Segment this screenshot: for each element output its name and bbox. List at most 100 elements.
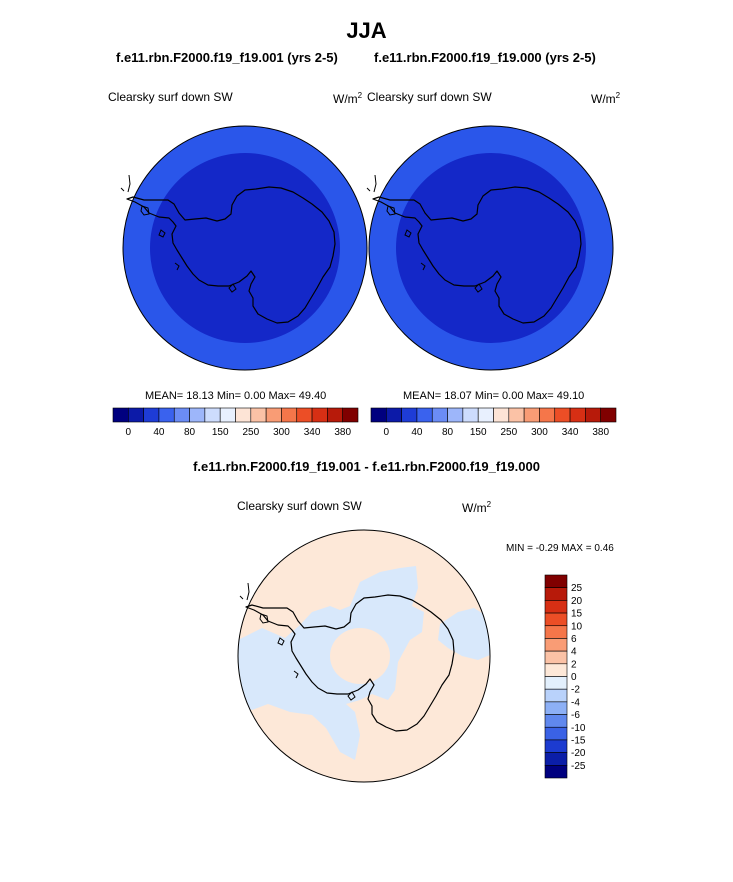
right-colorbar-swatch xyxy=(370,407,387,423)
diff-colorbar-tick-label: 25 xyxy=(571,583,583,594)
left-colorbar-tick-label: 0 xyxy=(126,427,132,438)
diff-colorbar-tick-label: 0 xyxy=(571,672,577,683)
diff-colorbar-tick-label: 2 xyxy=(571,659,577,670)
diff-colorbar-tick-label: 20 xyxy=(571,596,583,607)
left-colorbar-swatch xyxy=(250,407,267,423)
right-colorbar-swatch xyxy=(554,407,571,423)
left-colorbar-tick-label: 250 xyxy=(242,427,259,438)
left-colorbar-swatch xyxy=(204,407,221,423)
diff-colorbar-tick-label: -20 xyxy=(571,748,586,759)
left-colorbar-swatch xyxy=(112,407,129,423)
diff-colorbar-tick-label: -6 xyxy=(571,710,580,721)
diff-colorbar-tick-label: -2 xyxy=(571,685,580,696)
right-colorbar-swatch xyxy=(401,407,418,423)
diff-negative-region-east xyxy=(438,608,490,660)
left-colorbar-swatch xyxy=(281,407,298,423)
diff-colorbar-swatch xyxy=(544,765,568,779)
diff-colorbar-swatch xyxy=(544,676,568,690)
left-case-title: f.e11.rbn.F2000.f19_f19.001 (yrs 2-5) xyxy=(116,50,338,65)
diff-colorbar-swatch xyxy=(544,714,568,728)
right-case-title: f.e11.rbn.F2000.f19_f19.000 (yrs 2-5) xyxy=(374,50,596,65)
left-colorbar-swatch xyxy=(296,407,313,423)
left-colorbar-swatch xyxy=(158,407,175,423)
diff-colorbar-swatch xyxy=(544,612,568,627)
left-map-inner-disk xyxy=(150,153,340,343)
right-colorbar-swatch xyxy=(462,407,479,423)
right-map xyxy=(366,125,614,371)
right-colorbar-tick-label: 80 xyxy=(442,427,454,438)
right-colorbar-swatch xyxy=(447,407,464,423)
right-colorbar-swatch xyxy=(600,407,617,423)
left-colorbar-swatch xyxy=(235,407,252,423)
diff-colorbar-tick-label: 10 xyxy=(571,621,583,632)
diff-colorbar-swatch xyxy=(544,625,568,639)
left-stats: MEAN= 18.13 Min= 0.00 Max= 49.40 xyxy=(145,390,327,402)
left-colorbar-swatch xyxy=(173,407,190,423)
right-colorbar-tick-label: 40 xyxy=(411,427,423,438)
diff-positive-center xyxy=(330,628,390,684)
diff-colorbar-swatch xyxy=(544,752,568,766)
season-title: JJA xyxy=(346,18,387,43)
left-colorbar-swatch xyxy=(143,407,160,423)
right-colorbar-swatch xyxy=(569,407,586,423)
diff-colorbar-tick-label: -4 xyxy=(571,697,580,708)
right-colorbar-swatch xyxy=(508,407,525,423)
diff-colorbar-swatch xyxy=(544,574,568,588)
diff-colorbar-swatch xyxy=(544,638,568,652)
left-colorbar-tick-label: 150 xyxy=(212,427,229,438)
right-colorbar: 0 40 80 150 250 300 340 380 xyxy=(370,407,617,438)
right-colorbar-tick-label: 150 xyxy=(470,427,487,438)
left-units-label: W/m2 xyxy=(333,91,363,106)
left-colorbar-swatch xyxy=(311,407,328,423)
diff-colorbar-tick-label: 4 xyxy=(571,647,577,658)
right-colorbar-swatch xyxy=(386,407,402,423)
left-colorbar-swatch xyxy=(327,407,343,423)
right-colorbar-tick-label: 340 xyxy=(562,427,579,438)
right-colorbar-swatch xyxy=(431,407,448,423)
right-colorbar-tick-label: 380 xyxy=(592,427,609,438)
left-colorbar-swatch xyxy=(265,407,282,423)
left-colorbar: 0 40 80 150 250 300 340 380 xyxy=(112,407,359,438)
right-colorbar-tick-label: 300 xyxy=(531,427,548,438)
difference-map xyxy=(237,529,491,783)
right-units-label: W/m2 xyxy=(591,91,621,106)
left-colorbar-swatch xyxy=(189,407,206,423)
diff-colorbar-swatch xyxy=(544,739,568,753)
diff-minmax: MIN = -0.29 MAX = 0.46 xyxy=(506,543,614,554)
diff-colorbar-swatch xyxy=(544,600,568,614)
diff-colorbar-swatch xyxy=(544,663,568,677)
diff-colorbar-tick-label: -15 xyxy=(571,735,586,746)
left-colorbar-tick-label: 340 xyxy=(304,427,321,438)
diff-colorbar-tick-label: 6 xyxy=(571,634,577,645)
diff-field-label: Clearsky surf down SW xyxy=(237,499,362,513)
right-stats: MEAN= 18.07 Min= 0.00 Max= 49.10 xyxy=(403,390,585,402)
diff-colorbar-swatch xyxy=(544,726,568,741)
right-field-label: Clearsky surf down SW xyxy=(367,90,492,104)
right-colorbar-swatch xyxy=(493,407,510,423)
left-field-label: Clearsky surf down SW xyxy=(108,90,233,104)
diff-colorbar-swatch xyxy=(544,688,568,703)
right-colorbar-tick-label: 0 xyxy=(384,427,390,438)
left-colorbar-swatch xyxy=(128,407,144,423)
diff-colorbar-tick-label: -25 xyxy=(571,761,586,772)
diff-colorbar-tick-label: 15 xyxy=(571,609,583,620)
diff-colorbar-swatch xyxy=(544,701,568,715)
left-colorbar-tick-label: 40 xyxy=(153,427,165,438)
left-map xyxy=(120,125,368,371)
diff-colorbar-swatch xyxy=(544,587,568,601)
left-colorbar-swatch xyxy=(219,407,236,423)
right-colorbar-swatch xyxy=(477,407,494,423)
right-colorbar-swatch xyxy=(416,407,433,423)
left-colorbar-tick-label: 80 xyxy=(184,427,196,438)
left-colorbar-tick-label: 380 xyxy=(334,427,351,438)
left-colorbar-swatch xyxy=(342,407,359,423)
right-colorbar-tick-label: 250 xyxy=(500,427,517,438)
diff-colorbar-swatch xyxy=(544,650,568,665)
difference-title: f.e11.rbn.F2000.f19_f19.001 - f.e11.rbn.… xyxy=(193,459,540,474)
diff-units-label: W/m2 xyxy=(462,500,492,515)
right-colorbar-swatch xyxy=(539,407,556,423)
right-colorbar-swatch xyxy=(523,407,540,423)
diff-colorbar-tick-label: -10 xyxy=(571,723,586,734)
